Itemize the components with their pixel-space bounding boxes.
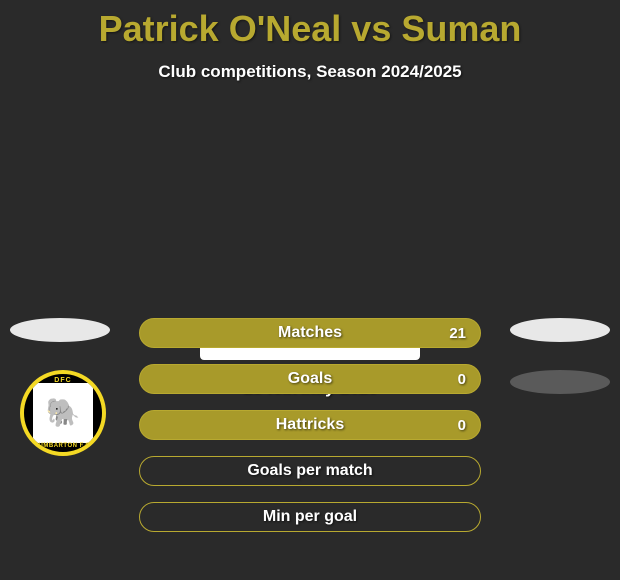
- stat-row-hattricks: Hattricks 0: [139, 410, 481, 440]
- stat-row-goals: Goals 0: [139, 364, 481, 394]
- club-crest: DFC 🐘 DUMBARTON F.C.: [20, 370, 106, 456]
- stat-row-matches: Matches 21: [139, 318, 481, 348]
- crest-inner: 🐘: [33, 383, 93, 443]
- stat-label: Goals: [288, 370, 332, 388]
- stat-value: 0: [458, 371, 466, 388]
- elephant-icon: 🐘: [46, 399, 81, 427]
- stat-row-goals-per-match: Goals per match: [139, 456, 481, 486]
- stat-value: 0: [458, 417, 466, 434]
- stat-rows: Matches 21 Goals 0 Hattricks 0 Goals per…: [139, 318, 481, 548]
- right-player-badge: [510, 318, 610, 342]
- right-secondary-badge: [510, 370, 610, 394]
- stat-label: Matches: [278, 324, 342, 342]
- page-title: Patrick O'Neal vs Suman: [0, 0, 620, 50]
- stat-label: Hattricks: [276, 416, 344, 434]
- page-subtitle: Club competitions, Season 2024/2025: [0, 62, 620, 82]
- comparison-panel: DFC 🐘 DUMBARTON F.C. Matches 21 Goals 0 …: [0, 318, 620, 398]
- stat-value: 21: [449, 325, 466, 342]
- stat-label: Min per goal: [263, 508, 357, 526]
- stat-row-min-per-goal: Min per goal: [139, 502, 481, 532]
- stat-label: Goals per match: [247, 462, 372, 480]
- crest-bottom-text: DUMBARTON F.C.: [24, 443, 102, 449]
- left-player-badge: [10, 318, 110, 342]
